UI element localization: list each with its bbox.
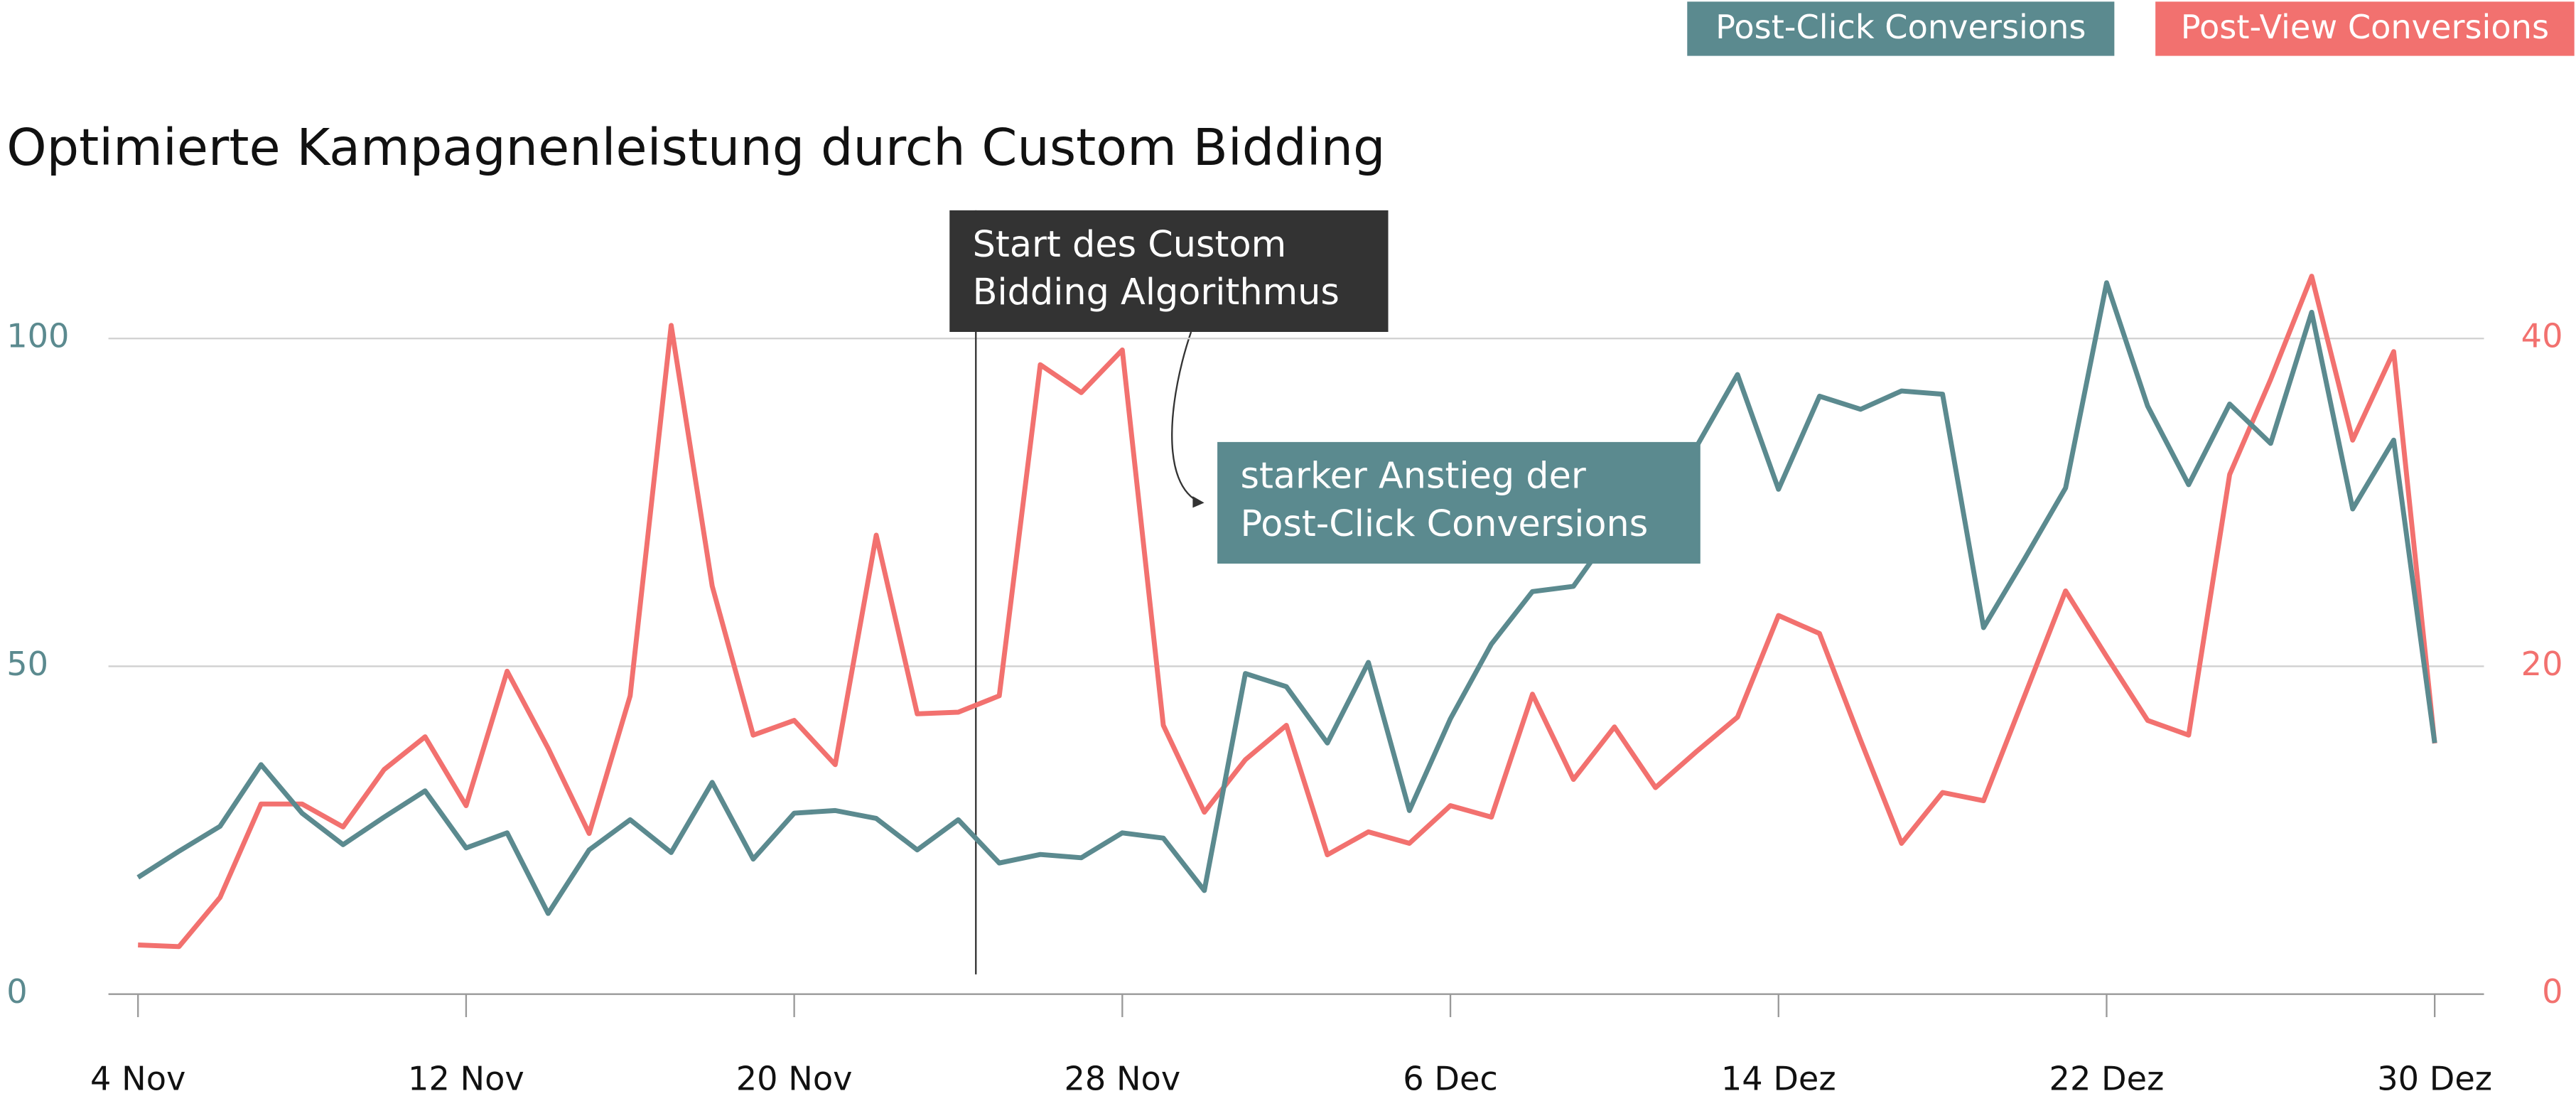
y-tick-label: 100 (6, 317, 69, 355)
x-tick-label: 22 Dez (2049, 1060, 2165, 1096)
y2-tick-label: 20 (2521, 645, 2563, 683)
x-tick-label: 4 Nov (90, 1060, 185, 1096)
annotation-box (949, 210, 1389, 332)
legend-label: Post-Click Conversions (1715, 8, 2086, 46)
legend-label: Post-View Conversions (2181, 8, 2549, 46)
y2-tick-label: 40 (2521, 317, 2563, 355)
series-line (136, 280, 2437, 916)
annotation-arrow (1171, 331, 1202, 504)
legend-swatch (1687, 1, 2115, 56)
legend-swatch (2155, 1, 2575, 56)
annotation-text: starker Anstieg der (1240, 455, 1585, 497)
annotation-text: Post-Click Conversions (1240, 503, 1648, 544)
x-tick-label: 30 Dez (2377, 1060, 2492, 1096)
chart-title: Optimierte Kampagnenleistung durch Custo… (6, 117, 1385, 177)
x-tick-label: 20 Nov (736, 1060, 853, 1096)
y-tick-label: 50 (6, 645, 48, 683)
x-tick-label: 12 Nov (408, 1060, 524, 1096)
annotation-arrowhead (1192, 496, 1205, 508)
x-tick-label: 6 Dec (1403, 1060, 1498, 1096)
x-tick-label: 14 Dez (1721, 1060, 1836, 1096)
y2-tick-label: 0 (2542, 972, 2562, 1011)
series-line (138, 274, 2437, 950)
x-tick-label: 28 Nov (1064, 1060, 1180, 1096)
annotation-text: Start des Custom (973, 223, 1287, 265)
annotation-text: Bidding Algorithmus (973, 271, 1340, 313)
annotation-box (1217, 441, 1701, 564)
y-tick-label: 0 (6, 972, 27, 1011)
